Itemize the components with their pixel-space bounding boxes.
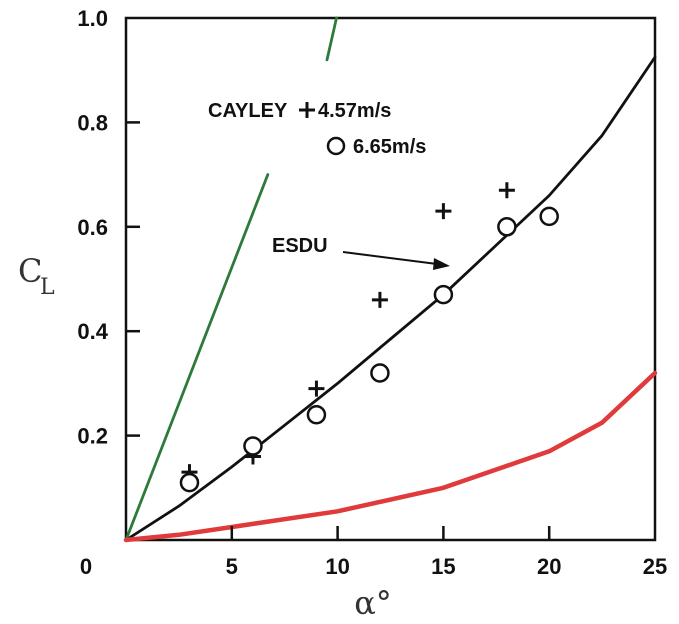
legend-entry-1-label: 4.57m/s: [318, 100, 391, 122]
x-axis-label: α°: [354, 584, 392, 622]
legend-plus-marker: [299, 102, 315, 118]
circle-marker: [243, 436, 263, 456]
esdu-annotation: ESDU: [272, 235, 450, 270]
plus-marker: [308, 380, 325, 397]
y-tick-label: 0.6: [77, 215, 108, 240]
esdu-annotation-arrow-shaft: [342, 251, 438, 265]
x-tick-label: 5: [226, 554, 238, 579]
circle-marker: [539, 206, 559, 227]
legend-circle-marker: [326, 136, 346, 156]
circle-marker: [433, 284, 454, 305]
esdu-annotation-label: ESDU: [272, 235, 328, 257]
ticks-layer: 0 5 10 15 20 25 0.2 0.4 0.6 0.8 1.0: [77, 6, 667, 579]
plus-marker: [371, 291, 388, 308]
legend-title: CAYLEY: [208, 100, 288, 122]
x-tick-label: 10: [325, 554, 349, 579]
circle-marker: [370, 363, 390, 383]
y-tick-label: 0.4: [77, 319, 108, 344]
markers-layer: [179, 182, 559, 493]
series-line-4: [325, 16, 338, 62]
y-tick-label: 0.2: [77, 424, 108, 449]
x-tick-label: 15: [431, 554, 455, 579]
y-tick-label: 1.0: [77, 6, 108, 31]
legend-entry-2-label: 6.65m/s: [353, 136, 426, 158]
y-tick-label: 0.8: [77, 110, 108, 135]
plot-frame: [124, 16, 657, 542]
series-line-2: [124, 55, 657, 542]
legend: CAYLEY 4.57m/s 6.65m/s: [208, 100, 426, 158]
lines-layer: [123, 16, 658, 543]
plot-area: [124, 16, 657, 542]
y-axis-label-subscript: L: [40, 275, 55, 300]
x-tick-label: 0: [80, 554, 92, 579]
circle-marker: [497, 217, 517, 237]
circle-marker: [179, 472, 200, 493]
x-tick-label: 20: [537, 554, 561, 579]
series-line-3: [124, 173, 270, 542]
esdu-annotation-arrowhead: [433, 258, 450, 270]
series-line-5: [123, 370, 658, 543]
plus-marker: [498, 182, 515, 199]
x-tick-label: 25: [643, 554, 667, 579]
y-axis-label: C: [18, 252, 42, 290]
plus-marker: [435, 203, 452, 220]
circle-marker: [306, 404, 327, 425]
